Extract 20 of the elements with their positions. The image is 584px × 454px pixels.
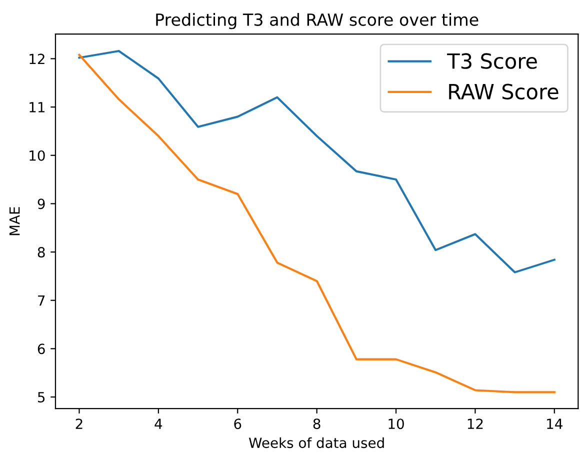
y-tick-label: 7 — [38, 295, 45, 306]
y-tick-label: 6 — [38, 344, 45, 354]
y-tick-label: 11 — [30, 102, 44, 112]
y-tick-label: 8 — [38, 246, 45, 258]
x-axis-title: Weeks of data used — [248, 437, 384, 448]
legend-label: RAW Score — [449, 84, 558, 100]
y-tick-label: 12 — [30, 54, 44, 64]
x-tick-label: 8 — [313, 418, 320, 430]
x-tick-label: 2 — [76, 418, 82, 429]
x-tick-label: 4 — [154, 418, 162, 429]
y-axis-title: MAE — [10, 207, 20, 236]
x-tick-label: 10 — [388, 418, 404, 430]
y-tick-label: 9 — [38, 198, 45, 210]
x-tick-label: 6 — [234, 418, 242, 430]
y-tick-label: 10 — [30, 150, 45, 161]
chart-title: Predicting T3 and RAW score over time — [156, 13, 478, 30]
y-tick-label: 5 — [38, 392, 45, 402]
legend-label: T3 Score — [447, 53, 537, 69]
x-tick-label: 14 — [547, 418, 562, 429]
x-tick-label: 12 — [468, 418, 483, 429]
